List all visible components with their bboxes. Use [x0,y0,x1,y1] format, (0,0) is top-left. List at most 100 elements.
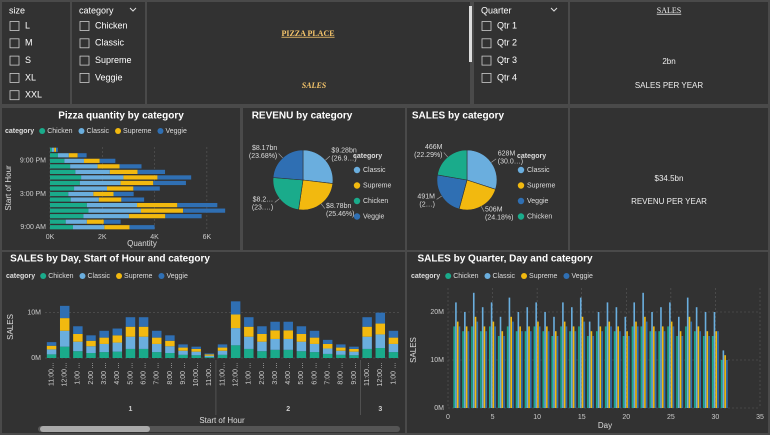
bar [613,331,616,408]
bar [388,337,399,344]
legend-swatch [517,182,525,189]
x-tick-label: 0K [46,234,55,241]
x-tick-label: 5:00 … [298,362,305,385]
checkbox[interactable] [9,55,20,66]
slicer-item: Qtr 1 [497,20,517,30]
dropdown-chevron[interactable] [550,7,558,12]
slicer-item: M [25,38,33,48]
bar [165,340,175,347]
bar [46,349,57,355]
checkbox[interactable] [9,73,20,83]
x-axis-label: Day [598,421,612,430]
group-label: 3 [378,406,382,413]
bar [501,331,504,408]
bar [362,317,372,327]
card-label: SALES PER YEAR [635,81,704,90]
bar [622,336,625,408]
bar [483,326,486,408]
data-label: (26.9…) [331,156,356,163]
bar [467,331,470,408]
x-tick-label: 6:00 … [311,362,318,385]
bar [336,347,346,351]
checkbox[interactable] [9,90,20,101]
bar [244,317,254,327]
scrollbar[interactable] [469,6,472,62]
checkbox[interactable] [481,21,492,31]
bar [694,331,696,408]
slicer-item: Classic [95,38,125,48]
bar [137,169,166,175]
bar [336,354,346,358]
bar [230,314,241,329]
bar [140,208,184,213]
bar [50,197,71,202]
legend-swatch [157,128,164,134]
leader-line [320,203,326,209]
legend-label: Supreme [527,182,556,189]
x-tick-label: 11:00… [48,362,55,386]
legend-label: Classic [86,128,109,135]
bar [456,321,459,408]
bar [283,349,293,358]
bar [152,330,162,338]
bar [270,321,280,331]
bar [388,330,399,338]
bar [472,292,475,408]
bar [322,343,333,349]
bar [322,353,333,358]
bar [556,336,559,408]
checkbox[interactable] [79,73,90,83]
legend-swatch [40,273,47,279]
bar [50,169,76,175]
slicer-title: category [79,5,114,15]
bar [73,341,83,352]
bar [57,153,69,158]
bar [538,326,541,408]
checkbox[interactable] [9,21,20,31]
data-label: (22.29%) [414,152,442,159]
bar [717,331,719,408]
legend-swatch [353,166,361,174]
legend-label: Classic [363,167,386,174]
card-label: REVENU PER YEAR [631,197,707,206]
bar [508,297,511,408]
bar [165,353,175,358]
bar [191,348,201,352]
bar [270,330,280,339]
bar [257,351,267,358]
checkbox[interactable] [481,73,492,83]
bar [138,326,149,337]
bar [99,337,109,344]
bar [375,348,386,358]
x-tick-label: 6K [203,234,212,241]
bar [59,346,70,358]
x-axis-label: Quantity [127,239,157,248]
y-tick-label: 9:00 AM [20,224,46,231]
checkbox[interactable] [79,21,90,31]
x-tick-label: 11:00… [219,362,226,386]
x-tick-label: 9:00 … [351,362,358,385]
chart-title: SALES by category [412,111,505,122]
bar [77,153,87,158]
bar [59,330,70,347]
x-tick-label: 10:00… [193,362,200,387]
bar [606,302,609,408]
bar [296,341,307,352]
checkbox[interactable] [9,38,20,49]
bar [362,348,372,358]
checkbox[interactable] [79,55,90,66]
bar [512,321,514,408]
legend-label: Supreme [529,273,558,280]
bar [388,343,399,353]
bar [46,354,57,358]
checkbox[interactable] [481,38,492,49]
slicer-item: Qtr 2 [497,38,517,48]
checkbox[interactable] [481,55,492,66]
bar [204,355,215,358]
dropdown-chevron[interactable] [129,7,137,12]
bar [601,331,603,408]
checkbox[interactable] [79,38,90,49]
scrollbar-thumb[interactable] [40,426,150,432]
bar [526,307,529,408]
bar [583,321,586,408]
